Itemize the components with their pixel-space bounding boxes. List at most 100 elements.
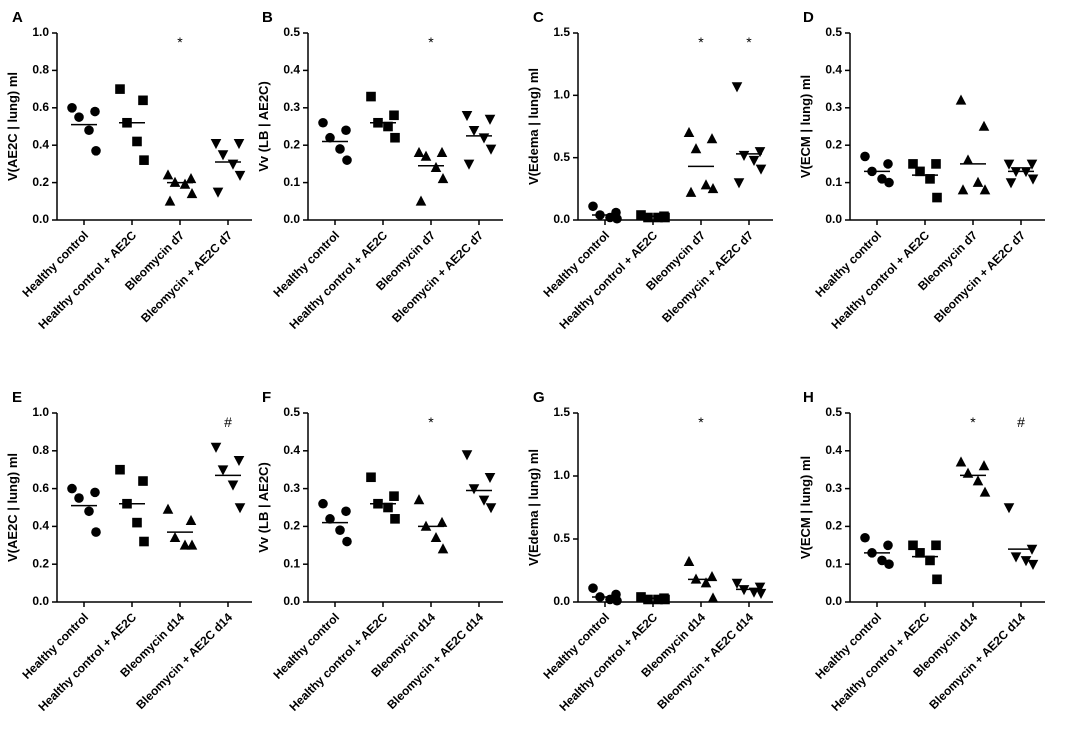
data-point: [588, 583, 598, 593]
data-point: [931, 159, 941, 169]
data-point: [132, 136, 142, 147]
panel-label: D: [803, 9, 814, 26]
data-point: [468, 484, 480, 495]
annotation: #: [1017, 414, 1025, 430]
data-point: [420, 150, 432, 161]
data-point: [884, 177, 894, 188]
data-point: [437, 543, 449, 554]
annotation: #: [224, 414, 232, 430]
y-tick-label: 0.6: [32, 481, 49, 495]
data-point: [430, 161, 442, 172]
y-tick-label: 0.4: [283, 443, 300, 457]
data-point: [169, 531, 181, 543]
data-point: [643, 594, 653, 605]
data-point: [233, 455, 245, 467]
data-point: [162, 169, 174, 180]
data-point: [931, 540, 941, 551]
data-point: [436, 516, 448, 527]
data-point: [383, 121, 393, 132]
annotation: *: [428, 34, 434, 50]
data-point: [884, 559, 894, 569]
data-point: [978, 460, 990, 471]
data-point: [883, 540, 893, 551]
data-point: [335, 525, 345, 535]
y-tick-label: 0.6: [32, 100, 49, 114]
data-point: [74, 493, 84, 503]
y-tick-label: 0.5: [825, 25, 842, 39]
data-point: [389, 491, 399, 501]
y-tick-label: 0.1: [283, 175, 300, 189]
x-tick-label: Healthy control + AE2C: [828, 228, 932, 332]
x-tick-label: Healthy control + AE2C: [35, 228, 139, 332]
y-axis-label: V(AE2C | lung) ml: [5, 72, 20, 181]
x-tick-label: Healthy control + AE2C: [35, 610, 139, 714]
y-tick-label: 0.0: [283, 212, 300, 226]
y-axis-label: Vv (LB | AE2C): [256, 81, 271, 172]
data-point: [383, 502, 393, 513]
data-point: [413, 146, 425, 157]
data-point: [932, 192, 942, 203]
data-point: [366, 91, 376, 102]
data-point: [74, 112, 84, 122]
y-tick-label: 0.5: [553, 531, 570, 545]
y-axis-label: V(Edema | lung) ml: [526, 449, 541, 566]
data-point: [955, 456, 967, 467]
data-point: [179, 178, 191, 189]
data-point: [115, 84, 125, 94]
data-point: [660, 212, 670, 223]
data-point: [1010, 552, 1022, 563]
y-tick-label: 0.5: [283, 25, 300, 39]
y-axis-label: V(Edema | lung) ml: [526, 68, 541, 185]
data-point: [461, 110, 473, 122]
data-point: [955, 94, 967, 105]
data-point: [485, 503, 497, 514]
y-tick-label: 0.2: [283, 137, 300, 151]
x-tick-label: Bleomycin + AE2C d14: [384, 610, 486, 712]
data-point: [962, 154, 974, 165]
y-tick-label: 0.0: [553, 594, 570, 608]
data-point: [690, 143, 702, 154]
panel-label: F: [262, 389, 271, 406]
data-point: [731, 578, 743, 589]
data-point: [653, 212, 663, 223]
data-point: [461, 450, 473, 461]
annotation: *: [698, 34, 704, 50]
data-point: [685, 186, 697, 197]
data-point: [90, 487, 100, 498]
y-tick-label: 0.5: [283, 405, 300, 419]
x-tick-label: Healthy control + AE2C: [556, 610, 660, 714]
data-point: [115, 464, 125, 475]
x-tick-label: Bleomycin + AE2C d14: [654, 610, 756, 712]
data-point: [132, 517, 142, 528]
data-point: [91, 146, 101, 156]
x-tick-label: Healthy control + AE2C: [828, 610, 932, 714]
data-point: [707, 592, 719, 603]
data-point: [731, 82, 743, 93]
y-tick-label: 1.0: [553, 88, 570, 102]
data-point: [67, 483, 77, 494]
data-point: [755, 164, 767, 175]
data-point: [612, 595, 622, 606]
data-point: [415, 195, 427, 206]
data-point: [738, 150, 750, 161]
data-point: [430, 531, 442, 543]
data-point: [341, 506, 351, 517]
panel-label: C: [533, 9, 544, 26]
y-tick-label: 0.1: [825, 556, 842, 570]
data-point: [932, 574, 942, 585]
data-point: [389, 110, 399, 121]
y-tick-label: 0.2: [32, 556, 49, 570]
y-tick-label: 0.4: [825, 443, 842, 457]
data-point: [233, 139, 245, 150]
data-point: [860, 532, 870, 543]
x-tick-label: Bleomycin + AE2C d14: [926, 610, 1028, 712]
data-point: [1020, 556, 1032, 567]
data-point: [860, 151, 870, 162]
data-point: [1003, 159, 1015, 170]
data-point: [484, 472, 496, 484]
data-point: [366, 472, 376, 483]
data-point: [91, 527, 101, 537]
data-point: [390, 132, 400, 143]
x-tick-label: Healthy control + AE2C: [286, 610, 390, 714]
data-point: [972, 176, 984, 187]
